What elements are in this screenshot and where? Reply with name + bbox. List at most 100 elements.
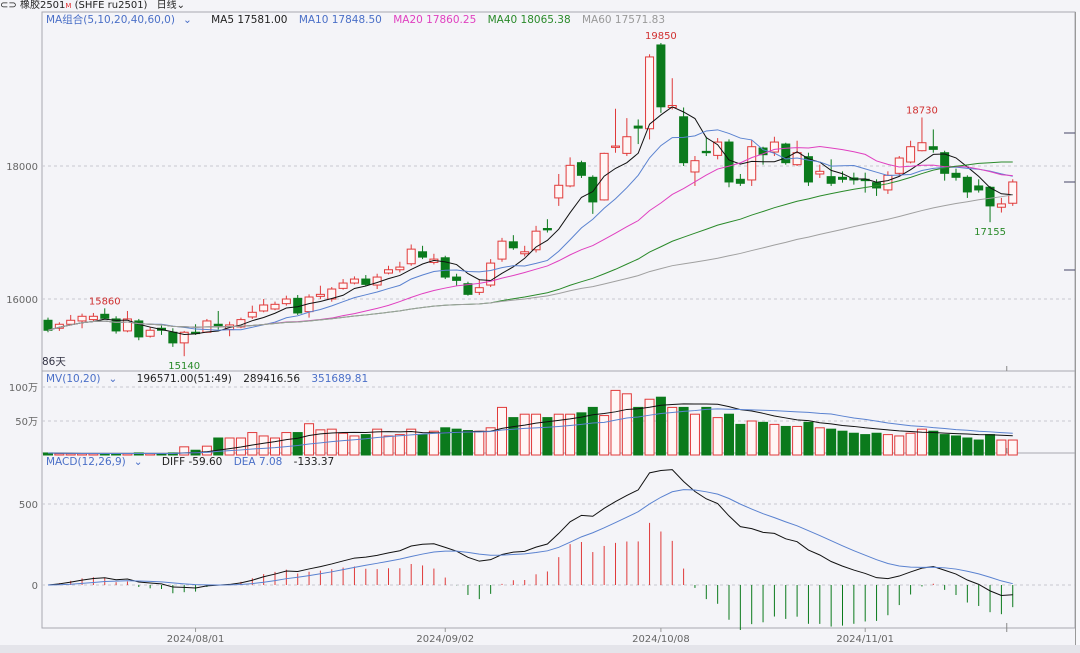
volume-bar [826,428,837,456]
candle-body [531,230,541,251]
volume-bar [360,434,371,456]
volume-bar [179,446,190,456]
ma-legend: MA组合(5,10,20,40,60,0) ⌄ MA5 17581.00 MA10… [46,13,673,27]
candle-body [917,142,927,152]
volume-bar [417,434,428,456]
volume-bar [758,421,769,456]
volume-bar [928,430,939,456]
volume-bar [610,389,621,456]
candle-body [747,146,757,181]
candlestick [281,295,291,306]
candlestick [66,314,76,326]
period-selector[interactable]: 日线⌄ [157,0,185,11]
volume-bar [201,445,212,456]
volume-bar [247,432,258,456]
volume-bar [678,406,689,456]
macd-indicator-label: MACD(12,26,9) [46,456,126,468]
macd-indicator-selector[interactable]: MACD(12,26,9) ⌄ [46,456,151,468]
volume-bar [338,432,349,456]
candlestick [815,164,825,178]
candle-body [679,116,689,164]
volume-bar [599,415,610,456]
volume-bar [746,420,757,456]
macd-dea-line [47,489,1013,586]
candle-body [690,160,700,173]
candle-body [338,282,348,289]
volume-bar [996,439,1007,456]
candlestick [338,279,348,290]
symbol-tag: M [65,2,72,10]
candlestick [202,318,212,333]
volume-bar [587,406,598,456]
candle-body [565,164,575,187]
candle-body [611,145,620,148]
extreme-price-label: 15860 [89,296,121,307]
volume-bar [735,423,746,456]
candle-body [894,157,904,174]
candlestick [713,138,723,160]
candle-body [554,184,564,199]
days-count-label: 86天 [42,356,66,368]
candlestick [463,281,473,296]
x-axis-label: 2024/08/01 [167,634,225,645]
candle-body [259,304,269,312]
candlestick [179,330,189,357]
candle-body [134,320,144,338]
volume-bar [860,434,871,456]
candlestick [803,152,813,186]
volume-bar [519,413,530,456]
candlestick [77,313,87,329]
volume-bar [304,423,315,456]
candlestick [826,159,836,186]
candle-body [66,319,76,325]
candlestick [259,299,269,313]
volume-bar [372,428,383,456]
chevron-down-icon: ⌄ [108,373,118,385]
candlestick [679,107,689,166]
volume-bar [871,432,882,456]
macd-diff-line [47,469,1013,597]
candle-body [486,262,496,286]
candlestick [928,129,938,153]
candle-body [588,176,598,203]
candle-body [951,172,961,178]
candle-body [713,141,723,156]
ma5-line [47,106,1013,336]
volume-bar [553,413,564,456]
volume-bar [485,427,496,456]
candle-body [962,176,972,193]
candlestick [633,119,643,145]
volume-bar [939,434,950,456]
macd-legend: MACD(12,26,9) ⌄ DIFF -59.60 DEA 7.08 -133… [46,455,342,469]
link-icon[interactable]: ⊂⊃ [0,0,17,11]
volume-ma10-value: 289416.56 [243,373,301,385]
volume-bar [962,437,973,456]
candle-body [418,251,428,258]
candlestick [565,157,575,188]
volume-bar [803,421,814,456]
candle-body [520,251,530,255]
volume-bar [292,432,303,456]
chevron-down-icon: ⌄ [182,14,192,26]
volume-bar [951,435,961,456]
candlestick [962,175,972,198]
ma10-line [47,129,1013,331]
candlestick [440,255,450,280]
candle-body [145,329,155,337]
volume-bar [621,393,632,456]
volume-indicator-selector[interactable]: MV(10,20) ⌄ [46,373,125,385]
candle-body [769,141,779,153]
candlestick [349,276,359,285]
candle-body [100,313,110,319]
volume-bar [894,435,905,456]
candle-body [838,176,847,180]
candle-body [656,44,666,108]
candlestick [406,244,416,266]
volume-bar [814,427,825,456]
ma-group-selector[interactable]: MA组合(5,10,20,40,60,0) ⌄ [46,14,200,26]
ma5-value: MA5 17581.00 [211,14,288,26]
candle-body [327,288,337,300]
exchange-code: (SHFE ru2501) [74,0,148,11]
volume-bar [542,417,553,456]
